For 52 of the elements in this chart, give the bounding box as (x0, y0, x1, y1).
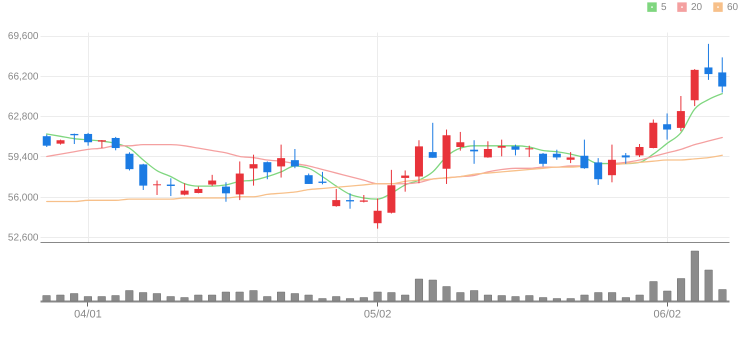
x-tick-label: 06/02 (654, 308, 682, 320)
candlestick (401, 170, 410, 192)
y-tick-label: 56,000 (8, 192, 39, 204)
candlestick (552, 149, 561, 160)
candlestick (180, 182, 189, 196)
candlestick (374, 198, 382, 230)
candlestick (608, 144, 616, 183)
candlestick (718, 56, 726, 94)
candlestick (318, 171, 326, 185)
candlestick (125, 152, 134, 171)
candlestick (153, 180, 162, 196)
candlestick (511, 144, 520, 156)
y-tick-label: 59,400 (8, 152, 39, 163)
candlestick (580, 139, 588, 170)
candlestick (663, 112, 672, 140)
x-tick-label: 05/02 (364, 308, 392, 320)
candlestick (622, 152, 630, 164)
legend-label: 5 (661, 2, 667, 14)
candlestick (166, 178, 175, 197)
candlestick (290, 148, 299, 169)
candlestick (250, 154, 258, 186)
candlestick (470, 140, 478, 164)
candlestick (277, 144, 286, 178)
x-tick-label: 04/01 (74, 308, 102, 320)
legend-label: 20 (691, 2, 703, 14)
line-series (46, 92, 723, 200)
candlestick (222, 182, 230, 202)
candlestick (112, 136, 120, 151)
candlestick (539, 152, 548, 167)
candlestick (484, 140, 492, 158)
y-tick-label: 69,600 (8, 31, 39, 42)
candlestick (428, 122, 437, 158)
candlestick (498, 139, 506, 157)
y-tick-label: 66,200 (8, 71, 39, 82)
candlestick (208, 174, 216, 186)
candlestick (42, 134, 51, 148)
candlestick (566, 152, 575, 164)
candlestick (304, 173, 313, 184)
candlestick (346, 192, 354, 210)
candlestick (332, 188, 340, 208)
y-tick-label: 52,600 (8, 232, 39, 244)
legend-label: 60 (727, 2, 739, 14)
candlestick (676, 96, 685, 132)
candlestick (456, 131, 464, 152)
candlestick (636, 144, 644, 158)
candlestick (594, 158, 602, 186)
candlestick (84, 132, 92, 146)
y-tick-label: 62,800 (8, 112, 39, 123)
candlestick (236, 160, 244, 201)
candlestick (263, 160, 272, 180)
candlestick (139, 163, 148, 191)
candlestick (704, 43, 712, 80)
